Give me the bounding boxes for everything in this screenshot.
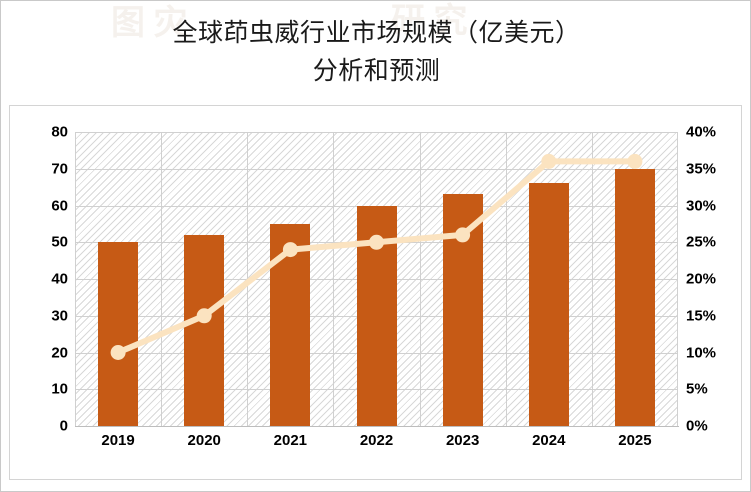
gridline-vertical bbox=[505, 132, 507, 426]
chart-title-line1: 全球茚虫威行业市场规模（亿美元） bbox=[172, 20, 581, 47]
marker-2025 bbox=[627, 153, 643, 169]
y-axis-left-tick: 20 bbox=[51, 344, 68, 361]
gridline-vertical bbox=[161, 132, 163, 426]
chart-title: 全球茚虫威行业市场规模（亿美元） 分析和预测 bbox=[1, 15, 751, 91]
gridline-vertical bbox=[591, 132, 593, 426]
y-axis-left-tick: 80 bbox=[51, 123, 68, 141]
y-axis-right-labels: 0% 5% 10% 15% 20% 25% 30% 35% 40% bbox=[686, 124, 744, 435]
y-axis-right-tick: 10% bbox=[686, 344, 717, 361]
y-axis-right-tick: 5% bbox=[686, 380, 708, 398]
bar-2019 bbox=[98, 242, 139, 426]
y-axis-left-tick: 10 bbox=[51, 380, 68, 398]
gridline-horizontal bbox=[75, 168, 678, 170]
x-axis-tick: 2019 bbox=[101, 432, 135, 449]
marker-2020 bbox=[196, 308, 212, 324]
x-axis-line bbox=[75, 426, 679, 427]
chart-card: 0 10 20 30 40 50 60 70 80 0% 5% 10% 15% 20% 25% 30% 35%… bbox=[9, 105, 742, 480]
bar-2025 bbox=[614, 168, 655, 426]
growth-rate-line bbox=[115, 158, 638, 356]
bar-2024 bbox=[528, 183, 569, 426]
y-axis-left-labels: 0 10 20 30 40 50 60 70 80 bbox=[10, 124, 68, 435]
x-axis-tick: 2023 bbox=[445, 432, 480, 449]
gridline-vertical bbox=[419, 132, 421, 426]
y-axis-right-tick: 35% bbox=[686, 160, 717, 178]
y-axis-right-tick: 30% bbox=[686, 197, 717, 214]
y-axis-right-tick: 40% bbox=[686, 123, 717, 141]
marker-2022 bbox=[369, 234, 384, 250]
chart-title-line2: 分析和预测 bbox=[312, 58, 441, 85]
y-axis-left-tick: 0 bbox=[59, 417, 68, 435]
x-axis-tick: 2021 bbox=[273, 432, 308, 449]
x-axis-tick: 2020 bbox=[187, 432, 221, 449]
plot-area bbox=[75, 132, 678, 426]
y-axis-left-tick: 60 bbox=[51, 197, 68, 214]
watermark-left: 图 灾 bbox=[111, 5, 188, 42]
y-axis-right-tick: 25% bbox=[686, 233, 717, 251]
marker-2023 bbox=[455, 227, 471, 243]
watermark-right: 研 究 bbox=[391, 3, 468, 40]
y-axis-right-tick: 15% bbox=[686, 307, 717, 325]
y-axis-left-tick: 30 bbox=[51, 307, 68, 325]
y-axis-left-tick: 40 bbox=[51, 270, 68, 288]
x-axis-labels: 2019 2020 2021 2022 2023 2024 2025 bbox=[75, 432, 678, 460]
gridline-vertical bbox=[333, 132, 335, 426]
y-axis-right-tick: 20% bbox=[686, 270, 717, 288]
bar-2020 bbox=[184, 234, 225, 426]
y-axis-left-tick: 50 bbox=[51, 233, 68, 251]
growth-rate-markers bbox=[110, 153, 643, 360]
x-axis-tick: 2025 bbox=[618, 432, 652, 449]
line-series-layer bbox=[110, 153, 643, 360]
marker-2021 bbox=[282, 242, 298, 258]
y-axis-right-tick: 0% bbox=[686, 417, 708, 435]
y-axis-left-tick: 70 bbox=[51, 160, 68, 178]
x-axis-tick: 2022 bbox=[359, 432, 394, 449]
marker-2019 bbox=[110, 345, 126, 360]
marker-2024 bbox=[541, 153, 557, 169]
x-axis-tick: 2024 bbox=[532, 432, 566, 449]
